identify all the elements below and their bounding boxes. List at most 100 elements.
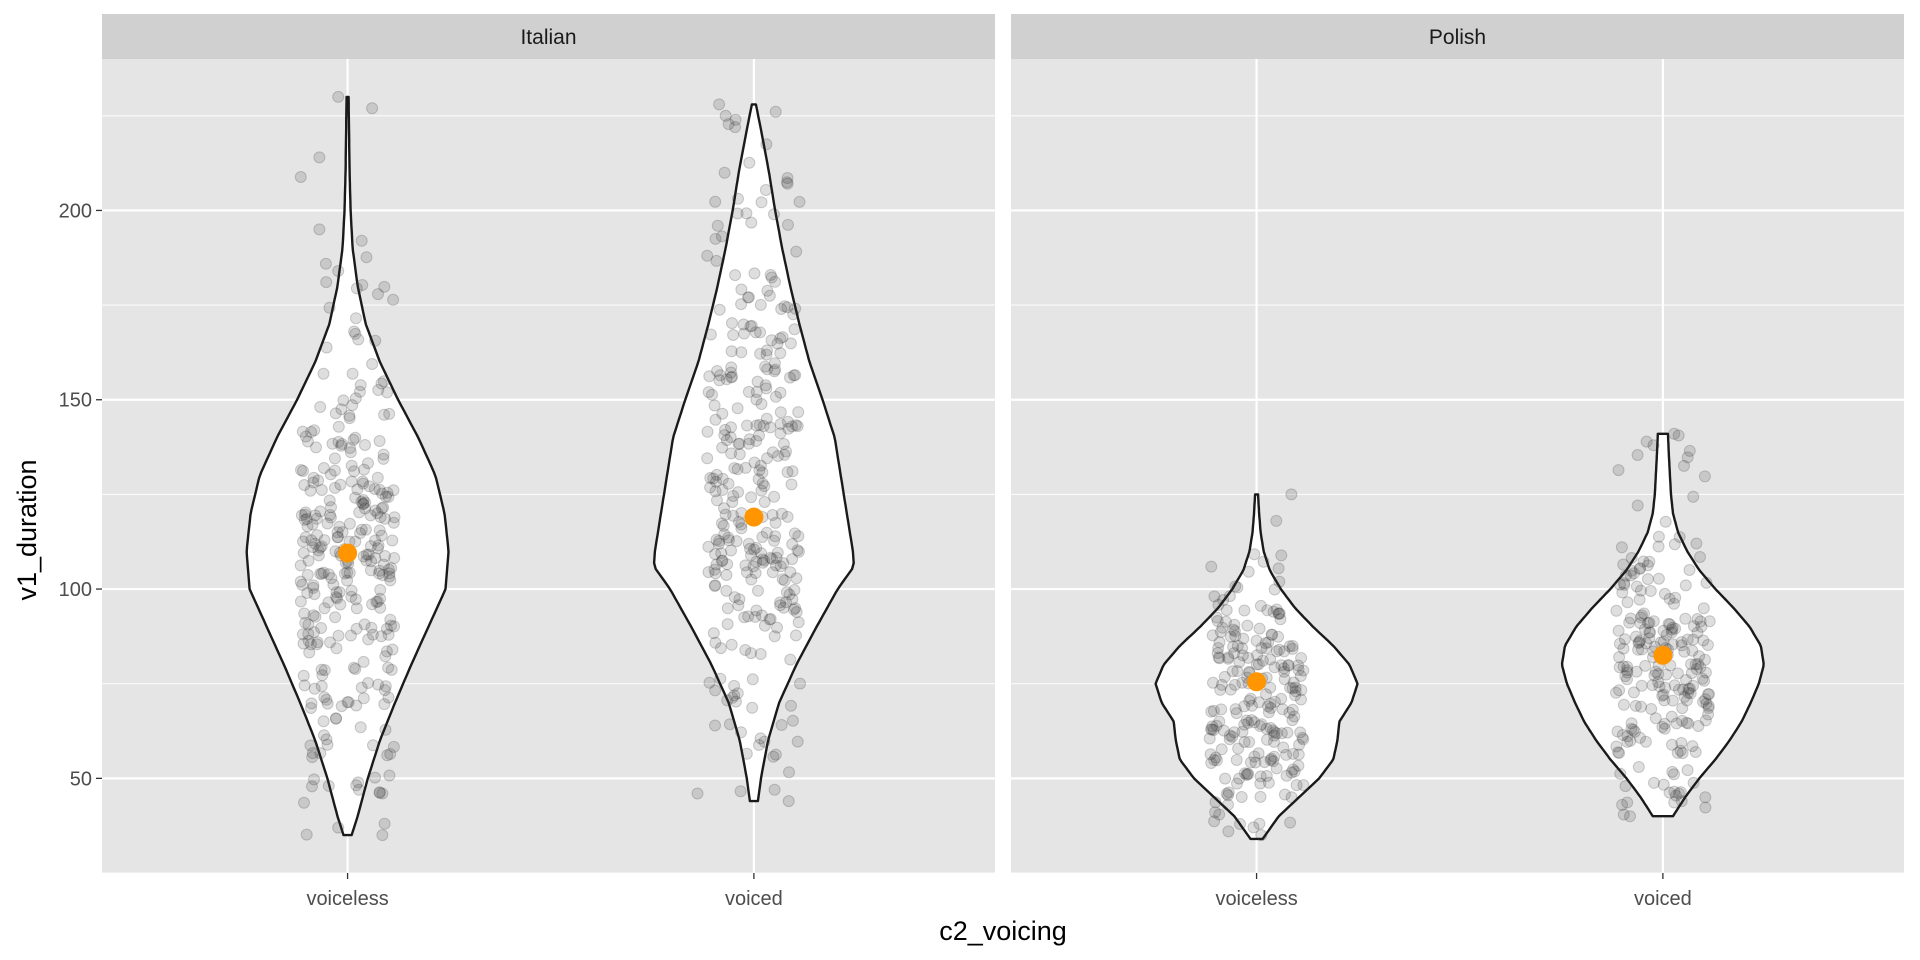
data-point — [742, 610, 755, 623]
data-point — [381, 386, 394, 399]
data-point — [742, 537, 755, 550]
data-point — [356, 475, 369, 488]
data-point — [372, 539, 385, 552]
data-point — [307, 476, 320, 489]
data-point — [302, 634, 315, 647]
data-point — [1642, 617, 1654, 630]
data-point — [321, 738, 334, 751]
data-point — [380, 645, 393, 658]
data-point — [782, 218, 794, 231]
data-point — [1278, 662, 1290, 675]
data-point — [357, 494, 370, 506]
data-point — [1226, 665, 1239, 678]
data-point — [1617, 558, 1630, 571]
data-point — [1222, 651, 1235, 664]
data-point — [1208, 754, 1221, 766]
data-point — [315, 540, 328, 553]
data-point — [1687, 490, 1700, 503]
data-point — [1268, 583, 1281, 596]
data-point — [332, 531, 344, 544]
data-point — [789, 602, 802, 615]
data-point — [1699, 714, 1712, 727]
data-point — [1621, 796, 1634, 809]
data-point — [1660, 628, 1673, 641]
data-point — [365, 555, 378, 568]
data-point — [388, 620, 401, 633]
panel-background — [102, 59, 995, 873]
data-point — [308, 682, 321, 695]
data-point — [769, 105, 782, 118]
data-point — [1668, 785, 1681, 798]
data-point — [380, 622, 393, 635]
data-point — [357, 655, 370, 668]
data-point — [1297, 664, 1310, 677]
data-point — [382, 661, 395, 674]
data-point — [792, 530, 805, 543]
data-point — [760, 412, 773, 425]
data-point — [1244, 756, 1257, 769]
data-point — [1625, 552, 1638, 564]
data-point — [1249, 756, 1262, 769]
data-point — [774, 560, 787, 573]
data-point — [792, 545, 805, 558]
data-point — [1678, 645, 1691, 658]
data-point — [1213, 636, 1226, 649]
data-point — [704, 481, 717, 494]
data-point — [1283, 640, 1296, 653]
data-point — [350, 779, 363, 792]
data-point — [1272, 607, 1285, 620]
data-point — [345, 590, 358, 603]
data-point — [707, 472, 720, 485]
data-point — [754, 459, 767, 472]
data-point — [1222, 825, 1235, 838]
data-point — [1658, 717, 1671, 730]
data-point — [1613, 747, 1626, 759]
data-point — [774, 596, 787, 609]
data-point — [1695, 620, 1708, 633]
data-point — [330, 591, 343, 603]
data-point — [294, 595, 307, 608]
data-point — [336, 526, 349, 539]
data-point — [1652, 572, 1665, 585]
data-point — [710, 558, 723, 571]
data-point — [334, 478, 347, 491]
data-point — [1613, 684, 1626, 697]
data-point — [372, 678, 385, 691]
data-point — [1277, 741, 1290, 754]
data-point — [1646, 679, 1659, 692]
data-point — [790, 606, 803, 619]
data-point — [787, 603, 800, 616]
data-point — [1264, 702, 1277, 714]
data-point — [384, 613, 397, 626]
data-point — [1621, 735, 1634, 748]
data-point — [344, 446, 357, 459]
data-point — [766, 566, 779, 579]
data-point — [1207, 704, 1220, 717]
data-point — [375, 630, 388, 643]
data-point — [1215, 678, 1228, 691]
mean-point-voiced — [744, 507, 764, 527]
data-point — [324, 636, 336, 649]
data-point — [1685, 667, 1698, 680]
data-point — [1652, 676, 1665, 689]
facet-strip — [1011, 14, 1904, 59]
mean-point-voiceless — [1247, 672, 1267, 692]
data-point — [747, 560, 760, 573]
data-point — [758, 480, 771, 493]
data-point — [1649, 665, 1662, 678]
data-point — [756, 609, 768, 622]
data-point — [320, 733, 333, 746]
data-point — [313, 223, 326, 236]
data-point — [1275, 692, 1288, 705]
data-point — [1282, 659, 1295, 671]
data-point — [1627, 686, 1640, 699]
data-point — [323, 301, 336, 314]
data-point — [1617, 808, 1630, 821]
data-point — [1639, 623, 1651, 636]
data-point — [1222, 786, 1235, 799]
data-point — [769, 530, 782, 543]
data-point — [722, 118, 735, 131]
data-point — [769, 516, 782, 529]
data-point — [1677, 683, 1690, 696]
data-point — [1229, 678, 1241, 691]
